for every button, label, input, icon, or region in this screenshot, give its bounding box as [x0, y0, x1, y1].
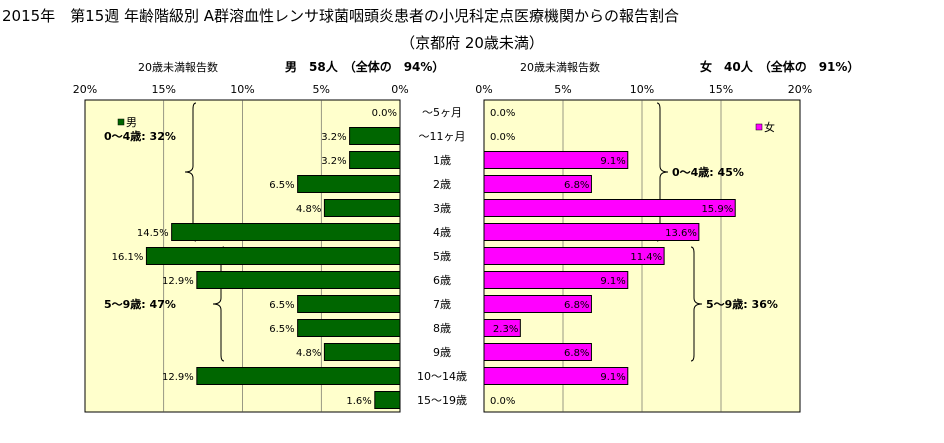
- female-data-label: 15.9%: [701, 204, 733, 215]
- male-data-label: 6.5%: [269, 324, 294, 335]
- male-data-label: 0.0%: [372, 108, 397, 119]
- category-label: 1歳: [433, 154, 451, 167]
- female-data-label: 11.4%: [630, 252, 662, 263]
- female-panel: 0% 5% 10% 15% 20% 0〜4歳: 45% 5〜9歳: 36% 0.0% 0.0% 9…: [475, 83, 812, 413]
- chart-subtitle: （京都府 20歳未満）: [400, 34, 544, 52]
- female-annotation-label: 5〜9歳: 36%: [706, 297, 778, 311]
- male-bar: [196, 367, 401, 385]
- male-panel: 0% 5% 10% 15% 20% 0〜4歳: 32% 5〜9歳: 47% 0.0% 3.2% 3…: [73, 83, 409, 413]
- female-data-label: 6.8%: [564, 300, 589, 311]
- female-xlabel: 20歳未満報告数: [520, 61, 600, 74]
- male-bar: [196, 271, 401, 289]
- category-label: 10〜14歳: [417, 370, 467, 383]
- female-data-label: 13.6%: [665, 228, 697, 239]
- female-data-label: 9.1%: [600, 372, 625, 383]
- category-label: 6歳: [433, 274, 451, 287]
- category-label: 9歳: [433, 346, 451, 359]
- male-bar: [323, 343, 401, 361]
- female-data-label: 0.0%: [490, 132, 515, 143]
- female-data-label: 6.8%: [564, 348, 589, 359]
- category-label: 3歳: [433, 202, 451, 215]
- female-bar: [483, 367, 629, 385]
- female-legend-label: 女: [764, 120, 775, 134]
- female-data-label: 0.0%: [490, 108, 515, 119]
- male-bar: [145, 247, 401, 265]
- female-tick-label: 10%: [630, 83, 654, 96]
- male-data-label: 6.5%: [269, 180, 294, 191]
- category-label: 5歳: [433, 250, 451, 263]
- male-data-label: 3.2%: [321, 156, 346, 167]
- male-bar: [297, 319, 401, 337]
- female-bar: [483, 223, 700, 241]
- female-data-label: 2.3%: [493, 324, 518, 335]
- female-bar: [483, 151, 629, 169]
- category-label: 8歳: [433, 322, 451, 335]
- male-legend-label: 男: [126, 116, 137, 129]
- female-data-label: 6.8%: [564, 180, 589, 191]
- female-annotation-bracket: [690, 246, 703, 362]
- male-annotation-label: 0〜4歳: 32%: [104, 129, 176, 143]
- male-data-label: 14.5%: [137, 228, 169, 239]
- male-data-label: 3.2%: [321, 132, 346, 143]
- female-tick-label: 20%: [788, 83, 812, 96]
- category-label: 7歳: [433, 298, 451, 311]
- male-data-label: 4.8%: [296, 204, 321, 215]
- male-data-label: 12.9%: [162, 276, 194, 287]
- female-bar: [483, 343, 592, 361]
- male-bar: [171, 223, 401, 241]
- female-tick-label: 5%: [554, 83, 571, 96]
- female-annotation-label: 0〜4歳: 45%: [672, 165, 744, 179]
- male-annotation-label: 5〜9歳: 47%: [104, 297, 176, 311]
- male-bar: [323, 199, 401, 217]
- female-tick-label: 15%: [709, 83, 733, 96]
- male-data-label: 16.1%: [112, 252, 144, 263]
- male-tick-label: 0%: [391, 83, 408, 96]
- male-bar: [349, 127, 401, 145]
- category-label: 2歳: [433, 178, 451, 191]
- male-data-label: 12.9%: [162, 372, 194, 383]
- male-tick-label: 5%: [313, 83, 330, 96]
- female-bar: [483, 271, 629, 289]
- male-tick-label: 10%: [230, 83, 254, 96]
- category-label: 〜5ヶ月: [422, 106, 462, 119]
- female-bar: [483, 319, 521, 337]
- female-bar: [483, 295, 592, 313]
- male-tick-label: 20%: [73, 83, 97, 96]
- category-label: 15〜19歳: [417, 394, 467, 407]
- female-bar: [483, 175, 592, 193]
- female-legend-swatch: [755, 123, 763, 131]
- male-data-label: 4.8%: [296, 348, 321, 359]
- female-data-label: 9.1%: [600, 156, 625, 167]
- female-summary-label: 女 40人 （全体の 91%）: [700, 59, 859, 74]
- male-bar: [297, 175, 401, 193]
- female-bar: [483, 247, 665, 265]
- female-bar: [483, 199, 736, 217]
- female-data-label: 9.1%: [600, 276, 625, 287]
- male-bar: [374, 391, 401, 409]
- female-tick-label: 0%: [475, 83, 492, 96]
- male-tick-label: 15%: [152, 83, 176, 96]
- male-data-label: 6.5%: [269, 300, 294, 311]
- category-label: 4歳: [433, 226, 451, 239]
- male-xlabel: 20歳未満報告数: [138, 61, 218, 74]
- male-bar: [349, 151, 401, 169]
- category-labels: 〜5ヶ月〜11ヶ月 1歳 2歳 3歳 4歳 5歳 6歳 7歳 8歳 9歳 10〜14歳 15〜19歳: [417, 106, 467, 407]
- male-legend-swatch: [117, 118, 125, 126]
- male-data-label: 1.6%: [346, 396, 371, 407]
- female-data-label: 0.0%: [490, 396, 515, 407]
- male-summary-label: 男 58人 （全体の 94%）: [285, 59, 444, 74]
- male-bar: [297, 295, 401, 313]
- category-label: 〜11ヶ月: [419, 130, 466, 143]
- chart-title: 2015年 第15週 年齢階級別 A群溶血性レンサ球菌咽頭炎患者の小児科定点医療…: [2, 7, 680, 25]
